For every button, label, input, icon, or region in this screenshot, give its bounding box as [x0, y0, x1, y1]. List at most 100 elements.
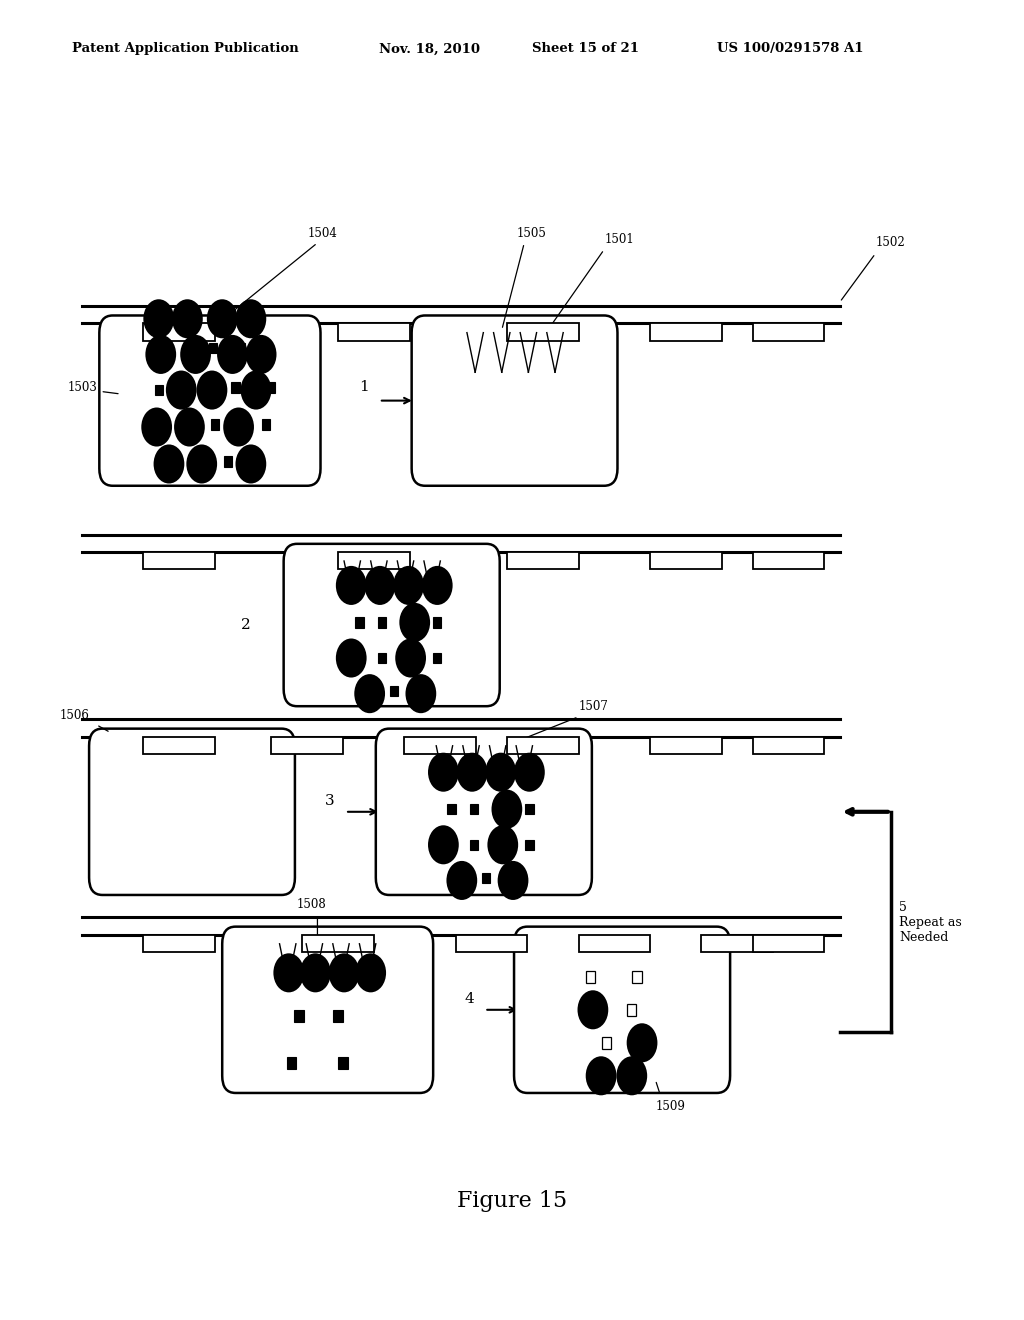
Bar — [143, 935, 215, 952]
FancyBboxPatch shape — [222, 927, 433, 1093]
Bar — [753, 552, 824, 569]
Bar — [211, 418, 219, 430]
FancyBboxPatch shape — [514, 927, 730, 1093]
Text: 4: 4 — [464, 993, 474, 1006]
Bar — [507, 323, 579, 341]
Bar — [271, 737, 343, 754]
Circle shape — [155, 446, 183, 483]
Circle shape — [144, 301, 173, 338]
Bar — [378, 653, 386, 664]
Bar — [507, 737, 579, 754]
Circle shape — [587, 1057, 615, 1094]
Bar — [525, 840, 534, 850]
Bar — [579, 935, 650, 952]
Bar — [525, 804, 534, 814]
Circle shape — [488, 826, 517, 863]
Text: 1506: 1506 — [59, 709, 89, 722]
Bar — [482, 873, 490, 883]
Bar — [287, 1056, 297, 1069]
Circle shape — [396, 640, 425, 677]
Text: 1504: 1504 — [307, 227, 337, 240]
Circle shape — [173, 301, 202, 338]
Text: 1509: 1509 — [655, 1100, 685, 1113]
Circle shape — [617, 1057, 646, 1094]
Circle shape — [355, 676, 384, 713]
Bar — [650, 737, 722, 754]
Circle shape — [628, 1024, 656, 1061]
Bar — [586, 972, 596, 982]
Bar — [237, 342, 245, 352]
Bar — [338, 1056, 348, 1069]
Circle shape — [242, 372, 270, 409]
Bar — [433, 618, 441, 628]
Bar — [753, 935, 824, 952]
Circle shape — [175, 409, 204, 446]
Text: 1501: 1501 — [604, 232, 634, 246]
Bar — [338, 323, 410, 341]
Circle shape — [218, 335, 247, 374]
Bar — [627, 1003, 637, 1016]
Bar — [302, 935, 374, 952]
Bar — [447, 804, 456, 814]
Bar — [209, 342, 217, 352]
Bar — [143, 737, 215, 754]
Bar — [334, 1011, 342, 1022]
Bar — [378, 618, 386, 628]
Bar — [470, 804, 478, 814]
Bar — [231, 381, 240, 393]
Bar — [143, 323, 215, 341]
Circle shape — [499, 862, 527, 899]
Bar — [224, 455, 232, 467]
Circle shape — [301, 954, 330, 991]
Bar — [390, 686, 398, 697]
Text: Nov. 18, 2010: Nov. 18, 2010 — [379, 42, 480, 55]
Bar — [262, 418, 270, 430]
Circle shape — [224, 409, 253, 446]
Circle shape — [493, 791, 521, 828]
Text: Figure 15: Figure 15 — [457, 1191, 567, 1212]
Circle shape — [458, 754, 486, 791]
Circle shape — [366, 568, 394, 605]
Text: Sheet 15 of 21: Sheet 15 of 21 — [532, 42, 639, 55]
Circle shape — [167, 372, 196, 409]
Text: 1505: 1505 — [517, 227, 547, 240]
Circle shape — [400, 605, 429, 642]
Circle shape — [447, 862, 476, 899]
Circle shape — [187, 446, 216, 483]
Bar — [355, 618, 364, 628]
Bar — [753, 737, 824, 754]
Bar — [143, 552, 215, 569]
Bar — [701, 935, 773, 952]
Circle shape — [423, 568, 452, 605]
Text: Patent Application Publication: Patent Application Publication — [72, 42, 298, 55]
Circle shape — [337, 640, 366, 677]
Bar — [404, 737, 476, 754]
Bar — [753, 323, 824, 341]
FancyBboxPatch shape — [376, 729, 592, 895]
Text: 1502: 1502 — [876, 236, 905, 249]
Bar — [602, 1038, 610, 1048]
Circle shape — [337, 568, 366, 605]
Text: 1503: 1503 — [68, 381, 97, 393]
Bar — [507, 552, 579, 569]
Circle shape — [407, 676, 435, 713]
FancyBboxPatch shape — [412, 315, 617, 486]
Bar — [295, 1011, 303, 1022]
Text: 5
Repeat as
Needed: 5 Repeat as Needed — [899, 900, 962, 944]
Circle shape — [237, 301, 265, 338]
Circle shape — [237, 446, 265, 483]
Circle shape — [181, 335, 210, 374]
FancyBboxPatch shape — [99, 315, 321, 486]
Text: 1: 1 — [358, 380, 369, 395]
Text: 1508: 1508 — [297, 898, 327, 911]
Bar — [155, 385, 163, 396]
Circle shape — [579, 991, 607, 1028]
Circle shape — [247, 335, 275, 374]
Circle shape — [515, 754, 544, 791]
Text: 2: 2 — [241, 618, 251, 632]
Circle shape — [429, 826, 458, 863]
Bar — [650, 323, 722, 341]
Circle shape — [198, 372, 226, 409]
Text: US 100/0291578 A1: US 100/0291578 A1 — [717, 42, 863, 55]
Circle shape — [208, 301, 237, 338]
